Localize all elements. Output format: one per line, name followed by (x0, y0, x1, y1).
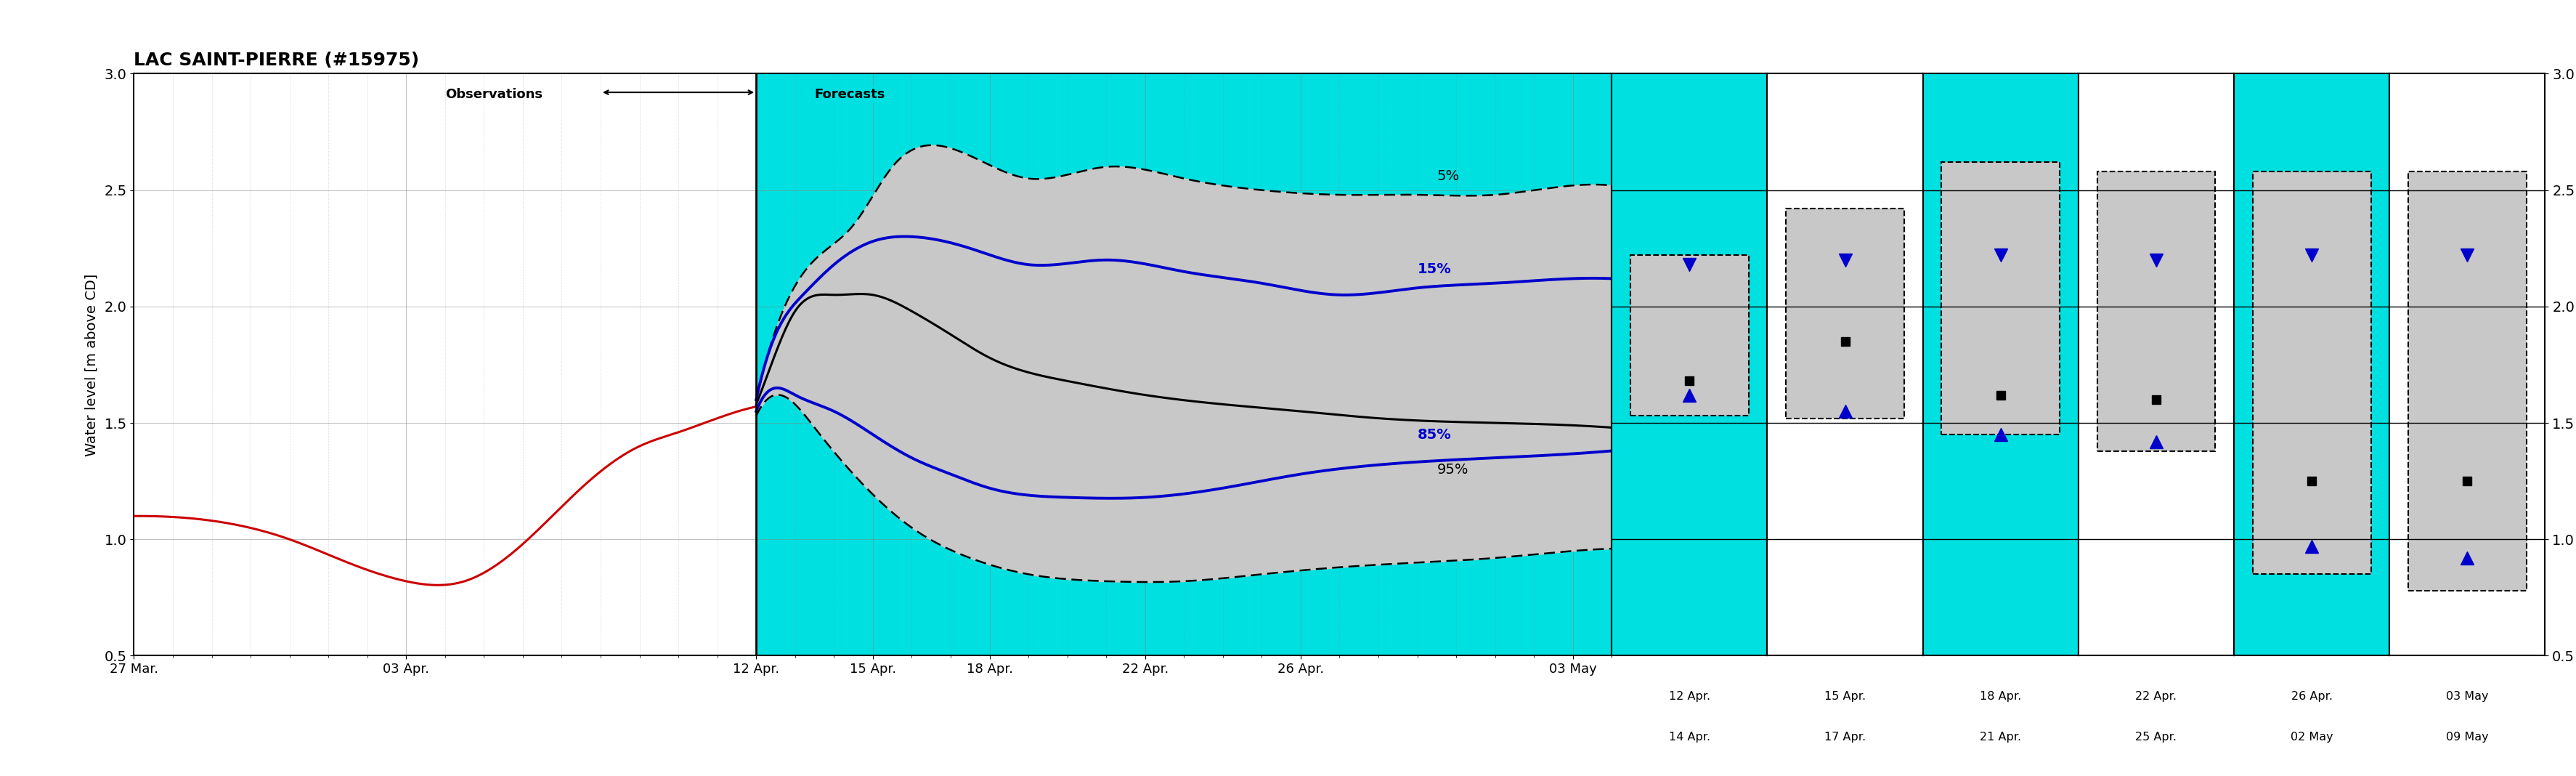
Bar (2409, 171, 2527, 591)
Text: Observations: Observations (446, 88, 544, 101)
Text: 03 May: 03 May (2447, 691, 2488, 702)
Text: 21 Apr.: 21 Apr. (1981, 731, 2022, 743)
Bar (1785, 209, 1904, 418)
Text: 95%: 95% (1437, 462, 1468, 476)
Text: 26 Apr.: 26 Apr. (2290, 691, 2331, 702)
Bar (2097, 171, 2215, 451)
Bar (1455, 74, 1690, 656)
Bar (989, 74, 1224, 656)
Text: 15%: 15% (1417, 262, 1450, 276)
Text: 02 May: 02 May (2290, 731, 2334, 743)
Text: 12 Apr.: 12 Apr. (1669, 691, 1710, 702)
Text: 14 Apr.: 14 Apr. (1669, 731, 1710, 743)
Text: 09 May: 09 May (2447, 731, 2488, 743)
Text: 18 Apr.: 18 Apr. (1981, 691, 2022, 702)
Bar (1942, 162, 2061, 435)
Text: 15 Apr.: 15 Apr. (1824, 691, 1865, 702)
Bar (1224, 74, 1455, 656)
Text: 85%: 85% (1417, 428, 1450, 442)
Bar (757, 74, 989, 656)
Text: 25 Apr.: 25 Apr. (2136, 731, 2177, 743)
Bar (2251, 171, 2370, 574)
Text: Forecasts: Forecasts (814, 88, 886, 101)
Text: 5%: 5% (1437, 169, 1461, 183)
Text: 17 Apr.: 17 Apr. (1824, 731, 1865, 743)
Y-axis label: Water level [m above CD]: Water level [m above CD] (85, 273, 98, 456)
Bar (1631, 255, 1749, 416)
Text: LAC SAINT-PIERRE (#15975): LAC SAINT-PIERRE (#15975) (134, 52, 420, 69)
Text: 22 Apr.: 22 Apr. (2136, 691, 2177, 702)
